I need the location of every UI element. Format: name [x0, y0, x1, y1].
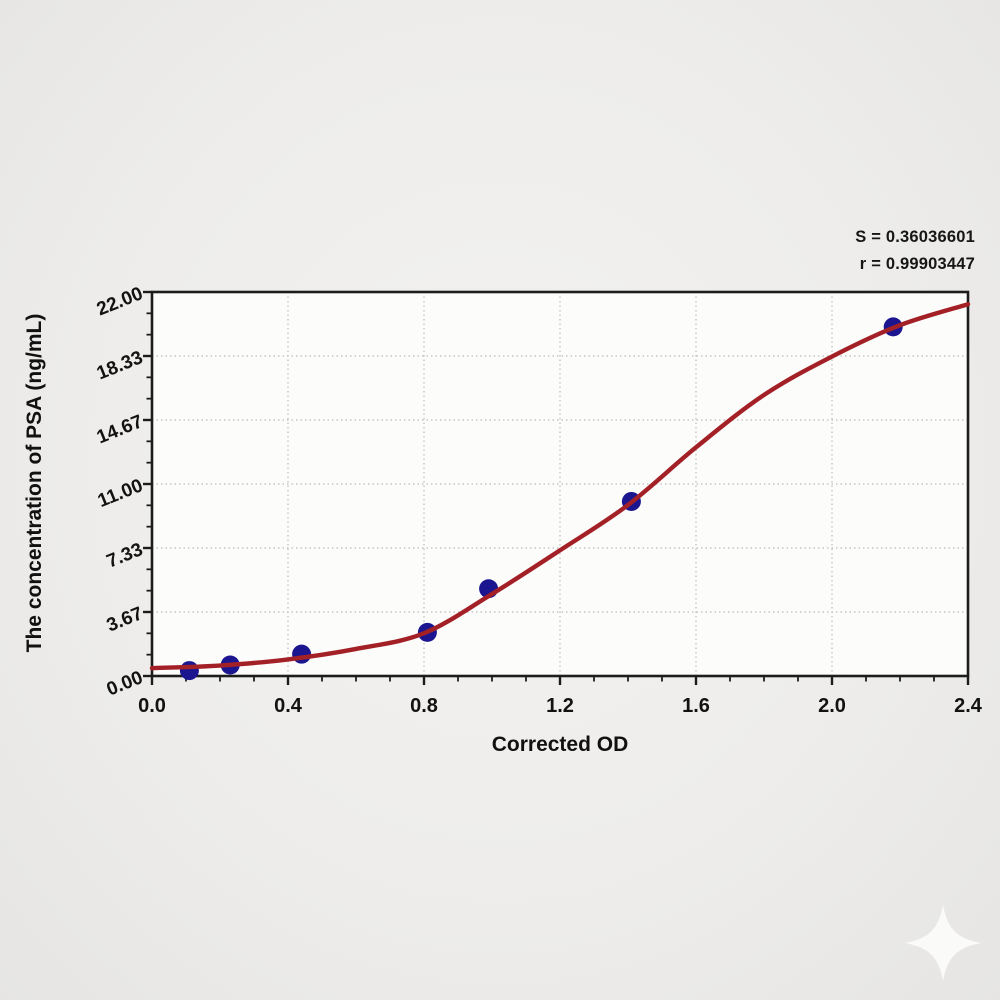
x-tick-label: 0.4 [274, 695, 303, 717]
fit-statistics: S = 0.36036601 r = 0.99903447 [855, 224, 975, 278]
fit-curve [149, 302, 971, 671]
data-point [179, 661, 199, 681]
x-axis-title: Corrected OD [491, 733, 629, 756]
sparkle-shape [904, 904, 982, 982]
plot-frame [150, 290, 970, 678]
y-tick-label: 7.33 [104, 539, 146, 572]
y-tick-label: 22.00 [94, 283, 146, 320]
x-tick-label: 1.2 [546, 695, 574, 717]
x-tick-label: 2.0 [818, 695, 846, 717]
x-tick-label: 0.0 [138, 695, 166, 717]
y-tick-label: 18.33 [94, 347, 146, 384]
y-tick-label: 3.67 [104, 603, 146, 636]
data-point [292, 644, 312, 664]
s-statistic: S = 0.36036601 [855, 228, 975, 246]
sparkle-icon [903, 903, 983, 983]
x-tick-label: 2.4 [954, 695, 983, 717]
x-tick-label: 0.8 [410, 695, 438, 717]
x-tick-label: 1.6 [682, 695, 710, 717]
y-tick-label: 14.67 [94, 411, 146, 448]
y-tick-label: 11.00 [95, 475, 146, 512]
r-statistic: r = 0.99903447 [859, 255, 975, 273]
